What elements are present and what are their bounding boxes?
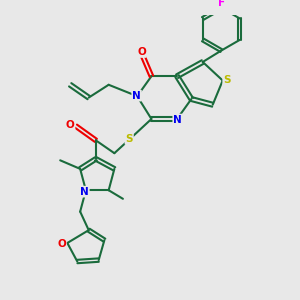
Text: N: N [173,115,182,124]
Text: O: O [66,120,75,130]
Text: S: S [223,76,231,85]
Text: N: N [132,91,141,100]
Text: O: O [137,47,146,57]
Text: O: O [57,239,66,249]
Text: N: N [80,187,89,197]
Text: F: F [218,0,225,8]
Text: S: S [125,134,133,144]
